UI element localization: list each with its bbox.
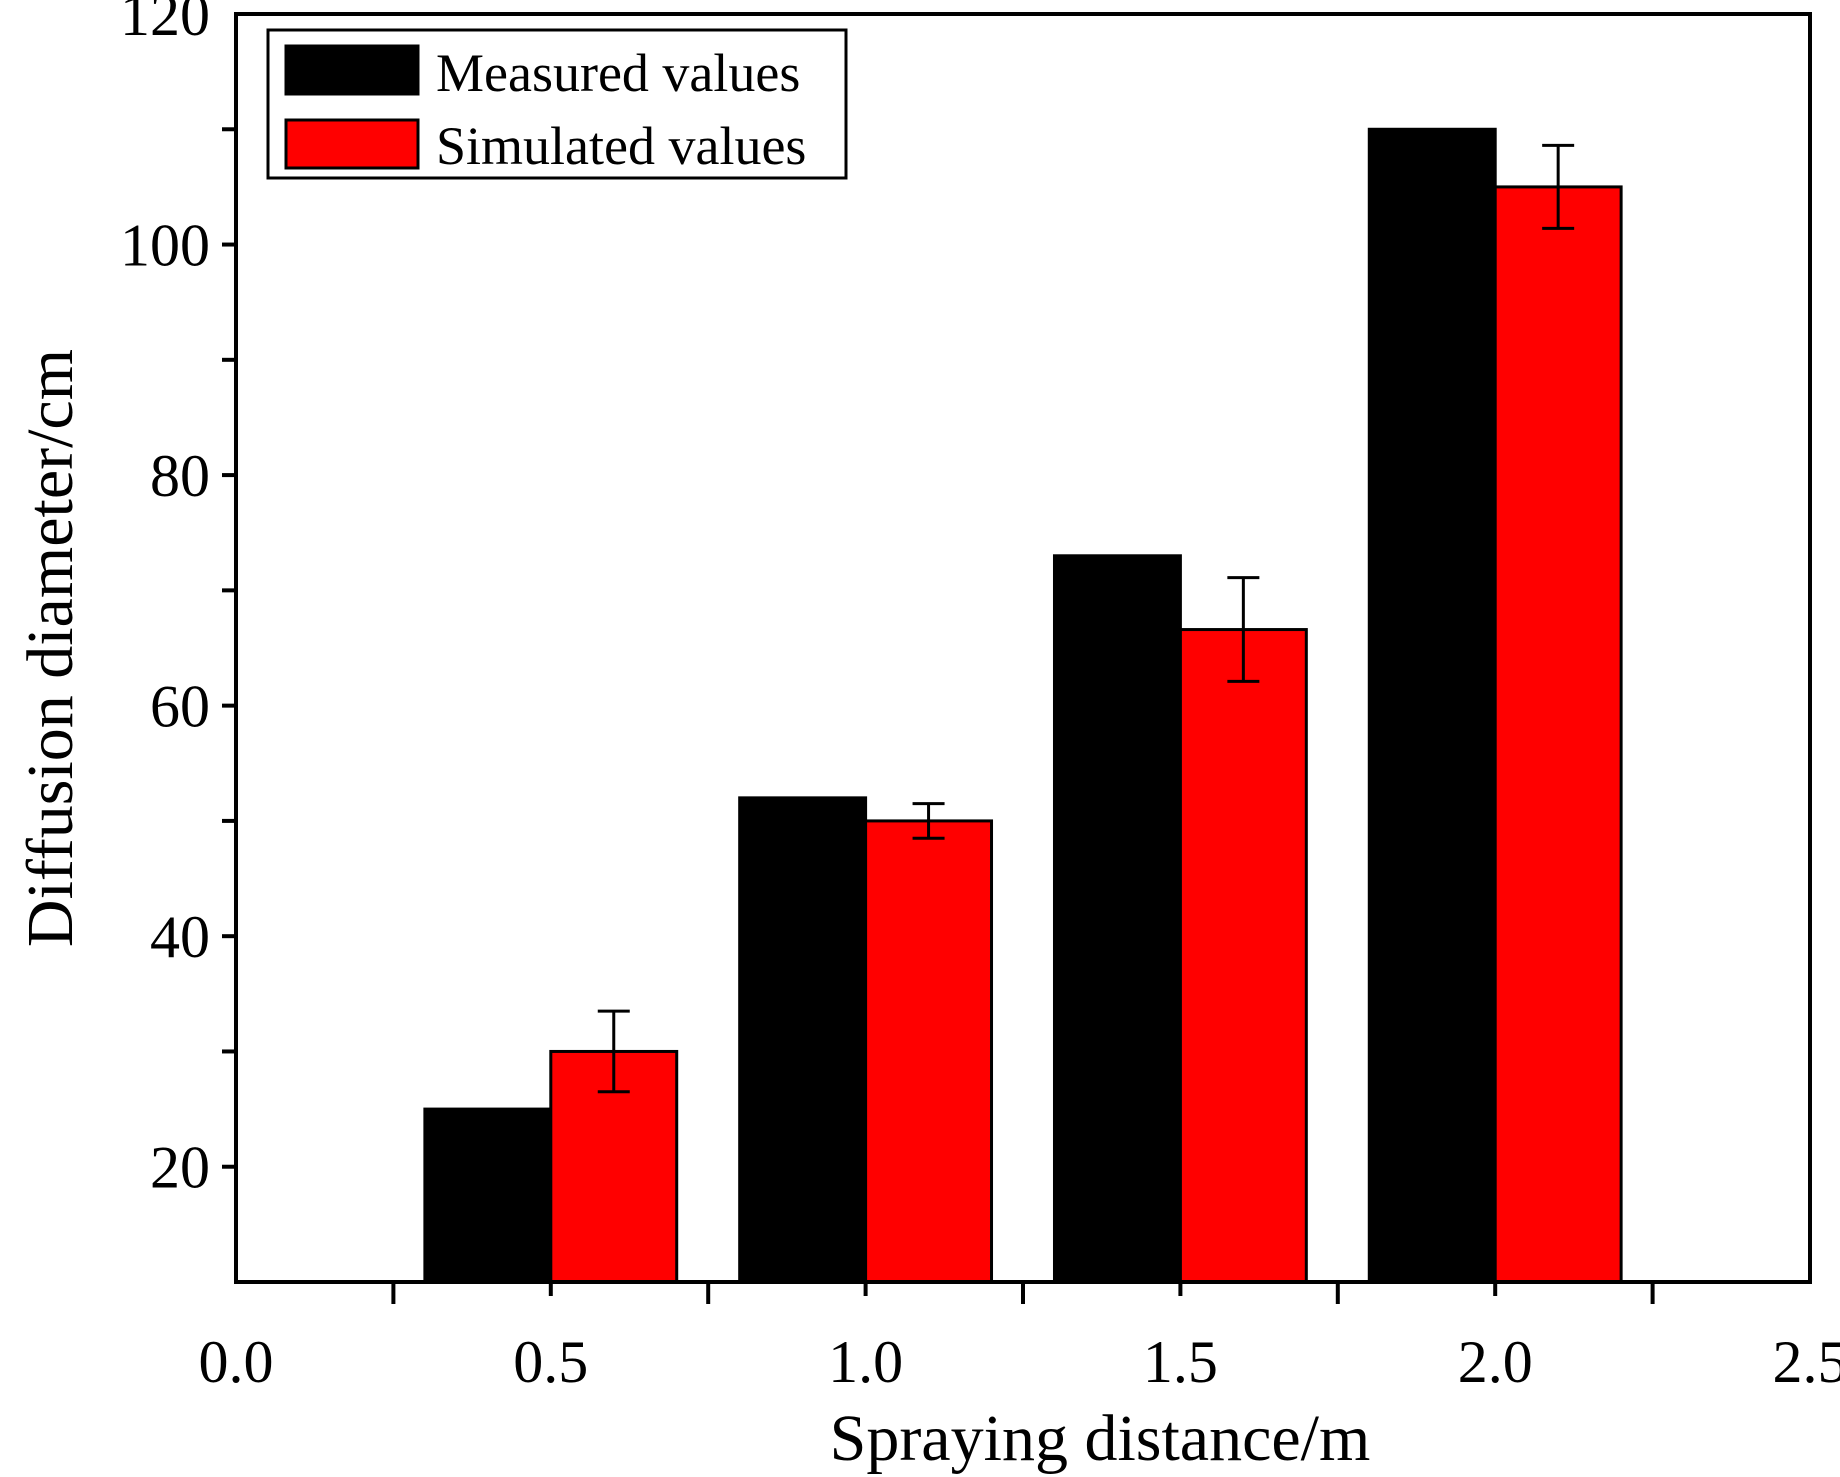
legend-swatch-measured	[284, 44, 420, 96]
bar-simulated-1.5	[1178, 628, 1308, 1284]
bar-simulated-2.0	[1493, 185, 1623, 1284]
x-tick-label: 1.5	[1143, 1329, 1218, 1395]
x-tick-label: 0.0	[199, 1329, 274, 1395]
legend: Measured values Simulated values	[266, 28, 848, 180]
x-tick-label: 1.0	[828, 1329, 903, 1395]
x-tick-label: 0.5	[513, 1329, 588, 1395]
bar-simulated-1.0	[864, 819, 994, 1284]
bar-measured-2.0	[1367, 127, 1497, 1284]
bar-measured-0.5	[423, 1107, 553, 1284]
y-tick-label: 40	[150, 904, 210, 970]
error-bar-2.0	[1542, 143, 1575, 230]
y-tick-label: 20	[150, 1135, 210, 1201]
legend-label-simulated: Simulated values	[436, 116, 806, 176]
ticks-layer: 0.0 0.5 1.0 1.5 2.0 2.5 20 40 60 80 100 120	[120, 0, 1840, 1395]
legend-swatch-simulated	[284, 118, 420, 170]
bar-measured-1.0	[738, 796, 868, 1284]
y-tick-label: 60	[150, 674, 210, 740]
x-tick-label: 2.0	[1458, 1329, 1533, 1395]
y-axis-title: Diffusion diameter/cm	[14, 349, 87, 947]
bars-layer	[423, 127, 1623, 1284]
y-tick-label: 120	[120, 0, 210, 48]
x-axis-title: Spraying distance/m	[830, 1402, 1371, 1475]
y-tick-label: 80	[150, 443, 210, 509]
y-tick-label: 100	[120, 213, 210, 279]
error-bar-1.5	[1227, 576, 1260, 683]
error-bar-0.5	[597, 1009, 630, 1094]
x-tick-label: 2.5	[1773, 1329, 1840, 1395]
bar-measured-1.5	[1052, 554, 1182, 1284]
error-bars-layer	[597, 143, 1575, 1094]
error-bar-1.0	[912, 802, 945, 840]
legend-label-measured: Measured values	[436, 43, 800, 103]
